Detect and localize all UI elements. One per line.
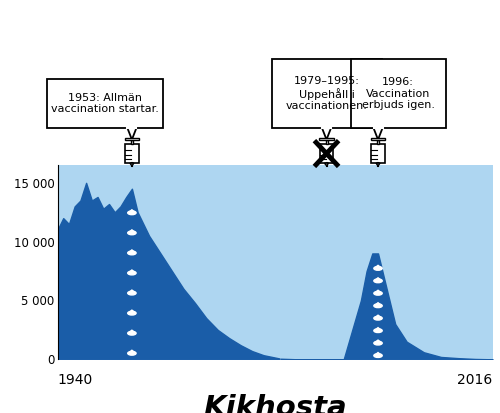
Circle shape [128, 271, 136, 275]
Polygon shape [130, 270, 134, 272]
Circle shape [128, 211, 136, 215]
Polygon shape [130, 250, 134, 252]
Text: 1940: 1940 [58, 373, 93, 387]
Polygon shape [376, 290, 380, 292]
Polygon shape [130, 330, 134, 332]
Polygon shape [130, 310, 134, 312]
Polygon shape [130, 210, 134, 212]
Text: 2016: 2016 [457, 373, 492, 387]
Polygon shape [130, 350, 134, 352]
Text: 1953: Allmän
vaccination startar.: 1953: Allmän vaccination startar. [51, 93, 159, 114]
Polygon shape [376, 353, 380, 355]
Circle shape [374, 304, 382, 308]
Polygon shape [376, 265, 380, 268]
Polygon shape [376, 303, 380, 305]
Circle shape [374, 279, 382, 283]
Polygon shape [376, 328, 380, 330]
Text: Kikhosta: Kikhosta [203, 394, 347, 413]
Circle shape [374, 316, 382, 320]
Circle shape [128, 311, 136, 315]
Polygon shape [376, 315, 380, 317]
Circle shape [128, 351, 136, 355]
Polygon shape [376, 340, 380, 342]
Circle shape [374, 354, 382, 357]
Circle shape [374, 266, 382, 270]
Circle shape [128, 331, 136, 335]
Text: 1979–1995:
Uppehåll i
vaccinationen.: 1979–1995: Uppehåll i vaccinationen. [286, 76, 368, 112]
Circle shape [128, 231, 136, 235]
Circle shape [374, 292, 382, 295]
Polygon shape [130, 290, 134, 292]
Polygon shape [376, 278, 380, 280]
Circle shape [128, 291, 136, 295]
Circle shape [128, 251, 136, 255]
Circle shape [374, 341, 382, 345]
Polygon shape [130, 230, 134, 232]
Circle shape [374, 329, 382, 332]
Text: 1996:
Vaccination
erbjuds igen.: 1996: Vaccination erbjuds igen. [362, 77, 434, 110]
